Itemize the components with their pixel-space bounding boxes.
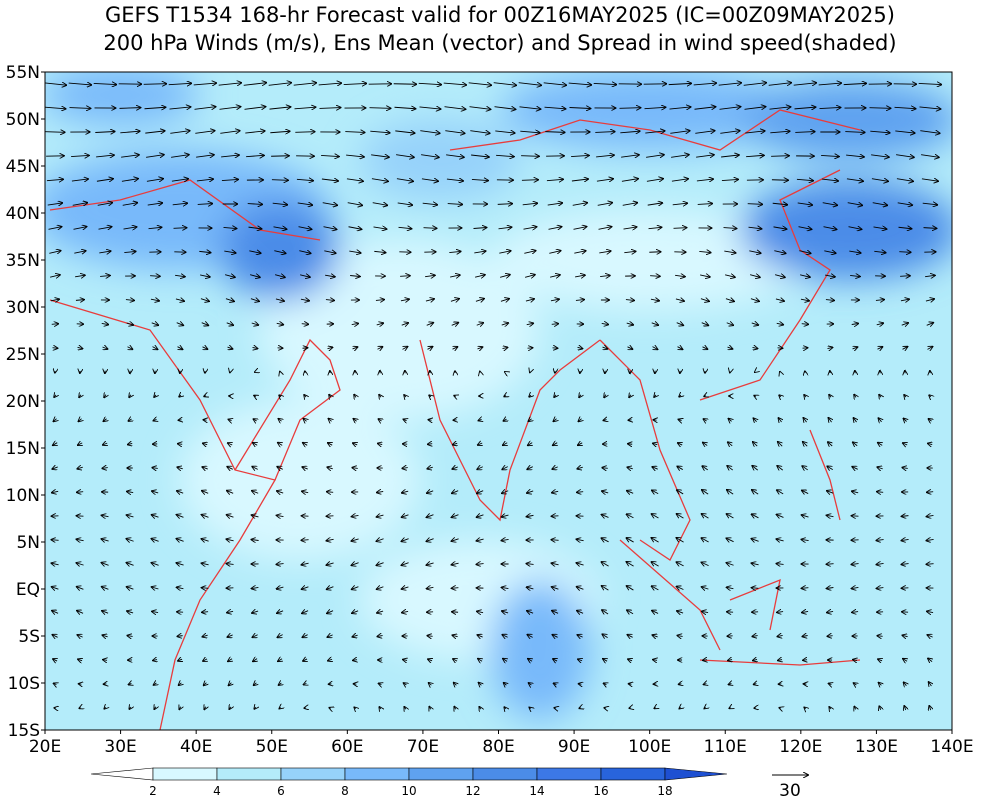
lon-label: 80E: [482, 737, 514, 757]
lat-label: 5N: [16, 533, 40, 553]
lon-label: 120E: [779, 737, 822, 757]
colorbar-label: 16: [593, 784, 608, 798]
colorbar-box: [537, 768, 601, 780]
wind-vector: [552, 324, 559, 325]
wind-vector: [771, 156, 789, 157]
colorbar-box: [217, 768, 281, 780]
wind-vector: [899, 252, 910, 253]
wind-vector: [870, 108, 891, 109]
wind-vector: [428, 420, 431, 421]
colorbar-label: 12: [465, 784, 480, 798]
wind-vector: [522, 180, 538, 181]
lat-label: 45N: [6, 157, 40, 177]
wind-vector: [629, 684, 632, 685]
wind-vector: [579, 684, 582, 685]
lon-label: 90E: [558, 737, 590, 757]
lon-label: 40E: [180, 737, 212, 757]
wind-vector: [174, 228, 187, 229]
wind-vector: [400, 276, 410, 277]
colorbar-label: 4: [213, 784, 221, 798]
wind-vector: [803, 660, 807, 661]
colorbar-box: [473, 768, 537, 780]
colorbar-box: [345, 768, 409, 780]
wind-vector: [144, 84, 167, 85]
wind-vector: [77, 492, 83, 493]
shading: [30, 65, 960, 730]
lat-label: 50N: [6, 110, 40, 130]
lon-label: 70E: [407, 737, 439, 757]
reference-vector-label: 30: [779, 781, 801, 800]
wind-vector: [428, 444, 432, 445]
wind-vector: [752, 588, 759, 589]
colorbar-box: [601, 768, 665, 780]
lat-label: 40N: [6, 204, 40, 224]
lat-label: 10S: [8, 674, 40, 694]
wind-vector: [202, 588, 209, 589]
wind-vector: [452, 588, 459, 589]
wind-vector: [202, 612, 208, 613]
colorbar-label: 10: [401, 784, 416, 798]
colorbar-end: [665, 768, 727, 780]
subtitle: 200 hPa Winds (m/s), Ens Mean (vector) a…: [103, 31, 896, 55]
lon-label: 50E: [256, 737, 288, 757]
wind-vector: [327, 492, 333, 493]
lat-label: 55N: [6, 63, 40, 83]
wind-vector: [52, 324, 59, 325]
colorbar-label: 14: [529, 784, 544, 798]
wind-vector: [521, 156, 539, 157]
wind-vector: [272, 180, 288, 181]
wind-vector: [826, 564, 833, 565]
lat-label: EQ: [16, 580, 40, 600]
wind-vector: [329, 708, 330, 709]
wind-vector: [926, 564, 933, 565]
lon-label: 100E: [628, 737, 671, 757]
colorbar-box: [281, 768, 345, 780]
wind-vector: [650, 276, 660, 277]
wind-vector: [53, 348, 58, 349]
wind-vector: [79, 708, 80, 709]
colorbar-end: [91, 768, 153, 780]
colorbar-label: 6: [277, 784, 285, 798]
colorbar: 2 4 6 8 10 12 14 16 18: [91, 768, 727, 798]
wind-vector: [877, 636, 882, 637]
wind-vector: [703, 660, 707, 661]
lat-label: 20N: [6, 392, 40, 412]
wind-vector: [900, 276, 910, 277]
lat-label: 10N: [6, 486, 40, 506]
lat-label: 5S: [18, 627, 40, 647]
colorbar-box: [409, 768, 473, 780]
wind-vector: [579, 708, 580, 709]
lon-label: 60E: [331, 737, 363, 757]
lon-label: 20E: [29, 737, 61, 757]
lat-label: 35N: [6, 251, 40, 271]
lon-label: 140E: [930, 737, 973, 757]
wind-vector: [178, 444, 182, 445]
wind-vector: [303, 348, 308, 349]
wind-vector: [302, 324, 309, 325]
colorbar-label: 18: [657, 784, 672, 798]
wind-vector: [927, 492, 933, 493]
colorbar-box: [153, 768, 217, 780]
lon-label: 130E: [855, 737, 898, 757]
title: GEFS T1534 168-hr Forecast valid for 00Z…: [105, 3, 895, 27]
lat-label: 25N: [6, 345, 40, 365]
lon-label: 110E: [704, 737, 747, 757]
lat-label: 15N: [6, 439, 40, 459]
wind-vector: [551, 540, 558, 541]
lat-label: 30N: [6, 298, 40, 318]
colorbar-label: 8: [341, 784, 349, 798]
lon-label: 30E: [104, 737, 136, 757]
colorbar-label: 2: [149, 784, 157, 798]
